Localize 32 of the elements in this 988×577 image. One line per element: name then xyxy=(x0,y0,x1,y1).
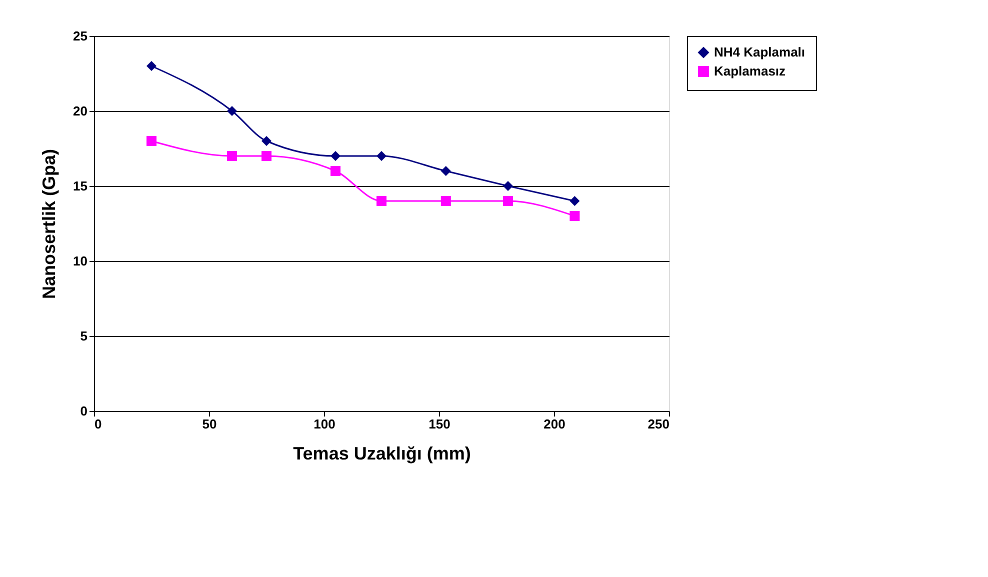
point xyxy=(440,166,451,176)
x-tick-label: 100 xyxy=(314,416,336,432)
point xyxy=(330,166,340,176)
point xyxy=(146,136,156,146)
x-tick-label: 50 xyxy=(202,416,217,432)
point xyxy=(330,151,340,161)
point xyxy=(376,151,386,161)
y-tick-label: 15 xyxy=(73,178,88,194)
point xyxy=(227,151,237,161)
x-axis-title: Temas Uzaklığı (mm) xyxy=(293,444,471,464)
y-tick-label: 5 xyxy=(80,328,88,344)
x-tick-label: 200 xyxy=(544,416,566,432)
point xyxy=(570,211,580,221)
point xyxy=(503,181,513,191)
point xyxy=(146,61,156,71)
y-tick-label: 10 xyxy=(73,254,88,268)
point xyxy=(503,196,513,206)
legend-label: Kaplamasız xyxy=(714,64,786,78)
y-tick-label: 20 xyxy=(73,104,88,118)
point xyxy=(440,196,451,206)
point xyxy=(227,106,237,116)
y-tick-label: 25 xyxy=(73,28,88,44)
point xyxy=(262,151,272,161)
x-tick-label: 0 xyxy=(94,416,102,432)
point xyxy=(570,196,580,206)
x-tick-label: 150 xyxy=(428,416,450,432)
point xyxy=(376,196,386,206)
x-tick-label: 250 xyxy=(648,416,670,432)
y-axis-title: Nanosertlik (Gpa) xyxy=(39,148,60,300)
point xyxy=(262,136,272,146)
legend-label: NH4 Kaplamalı xyxy=(714,44,806,60)
y-tick-label: 0 xyxy=(80,404,88,418)
